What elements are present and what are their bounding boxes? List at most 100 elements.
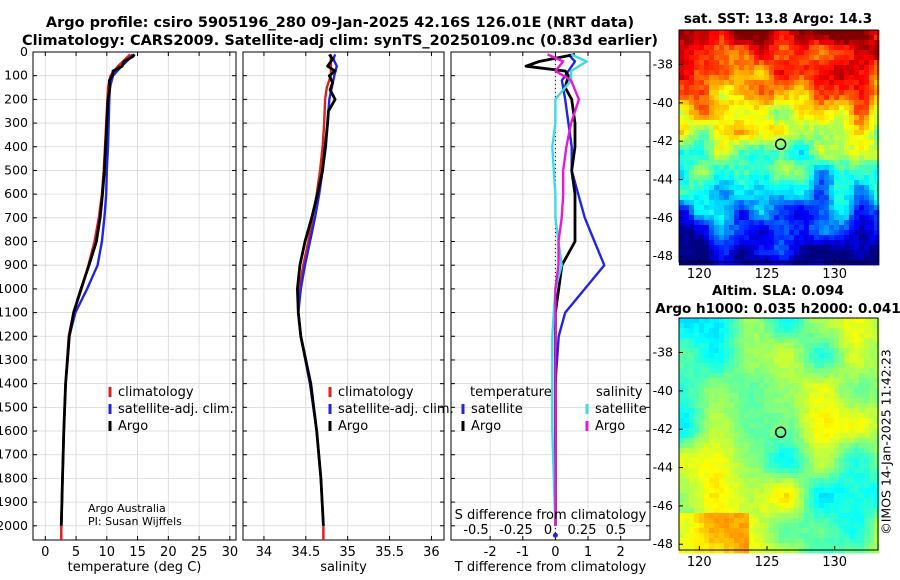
map-cell — [679, 85, 685, 91]
map-cell — [749, 185, 755, 191]
map-cell — [834, 378, 840, 384]
map-cell — [699, 488, 705, 494]
map-cell — [704, 508, 710, 514]
map-cell — [704, 433, 710, 439]
map-cell — [769, 473, 775, 479]
map-cell — [684, 165, 690, 171]
map-cell — [694, 50, 700, 56]
map-cell — [869, 90, 875, 96]
map-cell — [704, 180, 710, 186]
map-cell — [749, 115, 755, 121]
map-cell — [749, 165, 755, 171]
map-cell — [824, 130, 830, 136]
map-cell — [759, 338, 765, 344]
map-cell — [864, 433, 870, 439]
map-cell — [849, 205, 855, 211]
map-cell — [839, 388, 845, 394]
map-cell — [744, 463, 750, 469]
map-cell — [719, 448, 725, 454]
map-cell — [794, 130, 800, 136]
map-cell — [689, 35, 695, 41]
map-cell — [684, 453, 690, 459]
map-cell — [854, 398, 860, 404]
map-cell — [744, 185, 750, 191]
map-cell — [839, 40, 845, 46]
map-cell — [789, 245, 795, 251]
ytick-label: 2000 — [0, 518, 28, 533]
map-cell — [864, 125, 870, 131]
map-cell — [799, 40, 805, 46]
map-cell — [869, 348, 875, 354]
map-cell — [839, 458, 845, 464]
map-cell — [774, 363, 780, 369]
map-cell — [679, 65, 685, 71]
map-cell — [789, 150, 795, 156]
map-cell — [784, 353, 790, 359]
map-cell — [824, 433, 830, 439]
map-cell — [774, 518, 780, 524]
map-cell — [849, 358, 855, 364]
map-cell — [859, 80, 865, 86]
map-cell — [699, 60, 705, 66]
map-cell — [769, 120, 775, 126]
map-cell — [699, 543, 705, 549]
map-cell — [694, 85, 700, 91]
map-cell — [719, 60, 725, 66]
map-cell — [719, 338, 725, 344]
map-cell — [869, 403, 875, 409]
map-cell — [824, 160, 830, 166]
map-cell — [789, 215, 795, 221]
map-cell — [859, 55, 865, 61]
map-cell — [719, 423, 725, 429]
map-cell — [729, 210, 735, 216]
map-cell — [814, 343, 820, 349]
map-cell — [779, 255, 785, 261]
map-cell — [754, 125, 760, 131]
map-cell — [784, 413, 790, 419]
map-cell — [724, 333, 730, 339]
map-cell — [689, 45, 695, 51]
map-cell — [739, 478, 745, 484]
map-cell — [719, 30, 725, 36]
map-cell — [809, 548, 815, 554]
map-cell — [804, 343, 810, 349]
map-cell — [834, 155, 840, 161]
map-cell — [769, 338, 775, 344]
map-cell — [724, 145, 730, 151]
map-cell — [779, 318, 785, 324]
map-cell — [764, 473, 770, 479]
map-cell — [814, 90, 820, 96]
map-cell — [784, 255, 790, 261]
map-cell — [744, 358, 750, 364]
map-cell — [839, 130, 845, 136]
map-cell — [739, 433, 745, 439]
map-cell — [859, 65, 865, 71]
map-cell — [689, 418, 695, 424]
map-cell — [764, 200, 770, 206]
map-cell — [709, 200, 715, 206]
map-cell — [844, 215, 850, 221]
map-cell — [679, 468, 685, 474]
map-cell — [749, 523, 755, 529]
map-cell — [719, 55, 725, 61]
map-cell — [679, 483, 685, 489]
map-cell — [819, 503, 825, 509]
map-cell — [829, 185, 835, 191]
map-cell — [859, 453, 865, 459]
map-cell — [794, 428, 800, 434]
map-cell — [784, 438, 790, 444]
map-cell — [684, 538, 690, 544]
map-cell — [779, 45, 785, 51]
map-cell — [689, 80, 695, 86]
map-cell — [859, 160, 865, 166]
map-cell — [779, 65, 785, 71]
map-cell — [849, 428, 855, 434]
map-cell — [839, 30, 845, 36]
map-cell — [799, 423, 805, 429]
map-cell — [764, 333, 770, 339]
map-cell — [824, 413, 830, 419]
map-cell — [789, 543, 795, 549]
map-cell — [804, 463, 810, 469]
xtick-label: 25 — [191, 545, 208, 560]
map-cell — [679, 250, 685, 256]
